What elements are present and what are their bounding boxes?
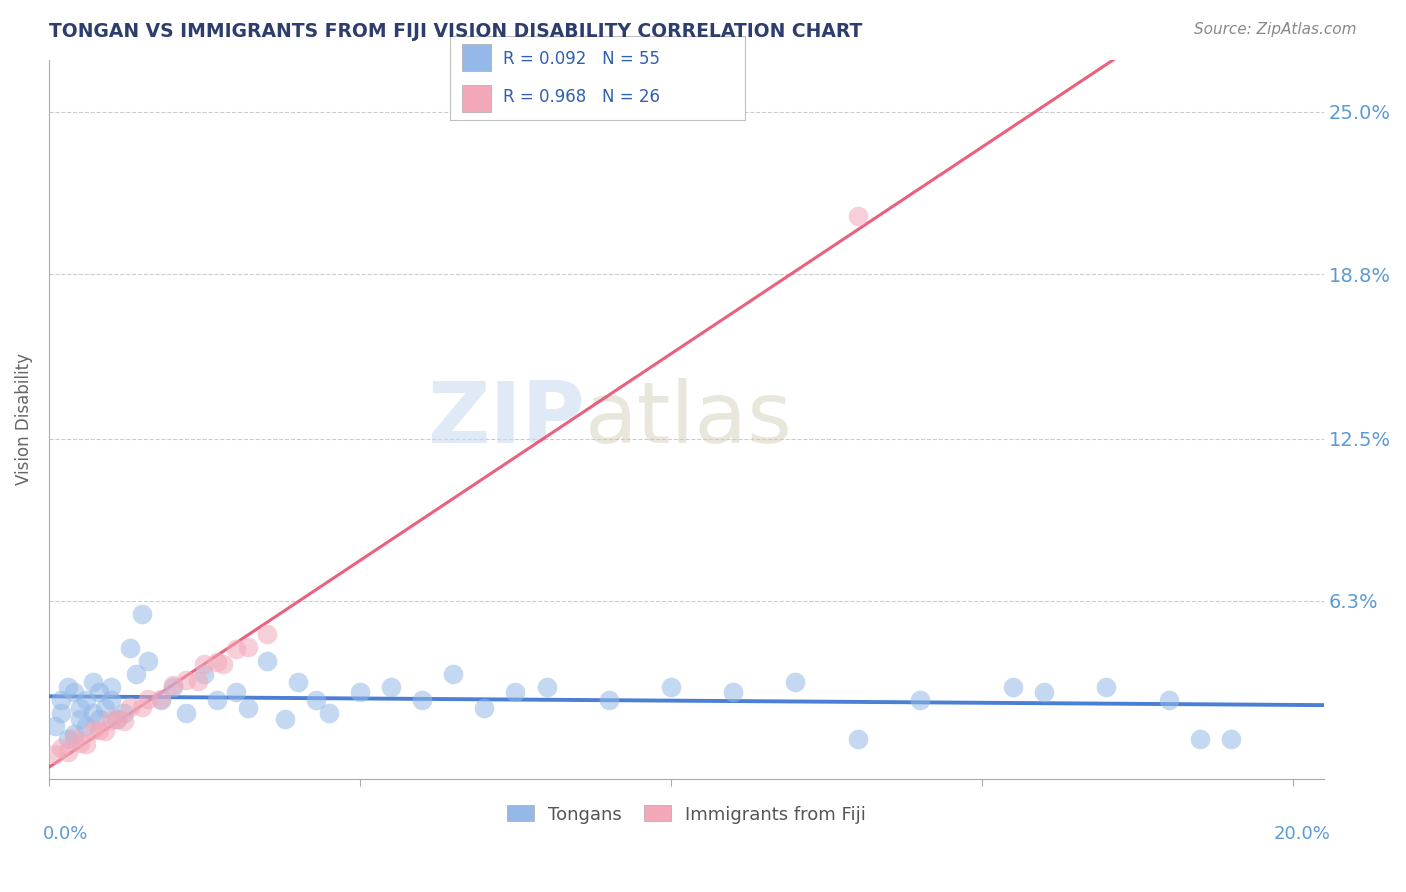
Point xyxy=(149,692,172,706)
Point xyxy=(51,693,73,707)
Point xyxy=(721,685,744,699)
FancyBboxPatch shape xyxy=(461,45,491,71)
Point xyxy=(82,674,104,689)
Point xyxy=(1033,685,1056,699)
Point xyxy=(846,732,869,747)
Point xyxy=(105,712,128,726)
Point xyxy=(87,685,110,699)
Point xyxy=(256,654,278,668)
Point xyxy=(118,640,141,655)
Text: TONGAN VS IMMIGRANTS FROM FIJI VISION DISABILITY CORRELATION CHART: TONGAN VS IMMIGRANTS FROM FIJI VISION DI… xyxy=(49,22,863,41)
Point xyxy=(149,693,172,707)
Point xyxy=(100,693,122,707)
Text: R = 0.092   N = 55: R = 0.092 N = 55 xyxy=(503,50,659,68)
Point xyxy=(274,712,297,726)
Point xyxy=(785,674,807,689)
Point xyxy=(94,701,117,715)
Point xyxy=(256,627,278,641)
Point xyxy=(472,701,495,715)
Point xyxy=(105,712,128,726)
Point xyxy=(63,731,86,746)
FancyBboxPatch shape xyxy=(461,85,491,112)
Point xyxy=(1157,693,1180,707)
Point xyxy=(305,693,328,707)
Point xyxy=(162,680,184,694)
Point xyxy=(287,674,309,689)
Point xyxy=(69,701,91,715)
Point xyxy=(236,640,259,655)
Point xyxy=(94,724,117,739)
Point xyxy=(1095,680,1118,694)
Point xyxy=(1188,732,1211,747)
Point xyxy=(225,642,247,657)
Point xyxy=(82,706,104,721)
Point xyxy=(131,607,153,621)
Text: 20.0%: 20.0% xyxy=(1274,825,1330,844)
Point xyxy=(380,680,402,694)
Legend: Tongans, Immigrants from Fiji: Tongans, Immigrants from Fiji xyxy=(499,798,873,830)
Point xyxy=(44,747,66,762)
Point xyxy=(51,706,73,721)
Point xyxy=(138,691,160,706)
Point xyxy=(1002,680,1025,694)
Text: Source: ZipAtlas.com: Source: ZipAtlas.com xyxy=(1194,22,1357,37)
Point xyxy=(87,723,110,737)
Point xyxy=(112,706,135,721)
Point xyxy=(505,685,527,699)
Point xyxy=(187,673,209,688)
Point xyxy=(112,714,135,728)
Point xyxy=(205,656,228,670)
Point xyxy=(56,732,79,747)
Point xyxy=(174,706,197,721)
Point xyxy=(125,667,148,681)
Point xyxy=(411,693,433,707)
Point xyxy=(441,667,464,681)
Point xyxy=(908,693,931,707)
Point xyxy=(205,693,228,707)
Point xyxy=(236,701,259,715)
Y-axis label: Vision Disability: Vision Disability xyxy=(15,353,32,485)
Point xyxy=(75,693,97,707)
Point xyxy=(100,713,122,727)
Point xyxy=(659,680,682,694)
Point xyxy=(44,719,66,733)
Point xyxy=(63,685,86,699)
Point xyxy=(225,685,247,699)
Point xyxy=(56,680,79,694)
Point xyxy=(138,654,160,668)
Point xyxy=(193,657,215,672)
Point xyxy=(87,712,110,726)
Point xyxy=(131,700,153,714)
Text: atlas: atlas xyxy=(585,377,793,460)
Point xyxy=(75,738,97,752)
Point xyxy=(69,712,91,726)
Point xyxy=(56,745,79,759)
Point xyxy=(212,657,235,672)
Point xyxy=(75,719,97,733)
Point xyxy=(69,736,91,750)
Text: R = 0.968   N = 26: R = 0.968 N = 26 xyxy=(503,87,659,105)
Text: 0.0%: 0.0% xyxy=(42,825,89,844)
Point xyxy=(82,723,104,738)
Text: ZIP: ZIP xyxy=(427,377,585,460)
Point xyxy=(118,699,141,714)
Point xyxy=(63,727,86,741)
Point xyxy=(1219,732,1241,747)
Point xyxy=(174,673,197,687)
Point xyxy=(162,677,184,691)
Point xyxy=(318,706,340,721)
Point xyxy=(846,210,869,224)
Point xyxy=(349,685,371,699)
Point xyxy=(100,680,122,694)
Point xyxy=(598,693,620,707)
Point xyxy=(536,680,558,694)
Point xyxy=(51,741,73,756)
Point xyxy=(193,667,215,681)
